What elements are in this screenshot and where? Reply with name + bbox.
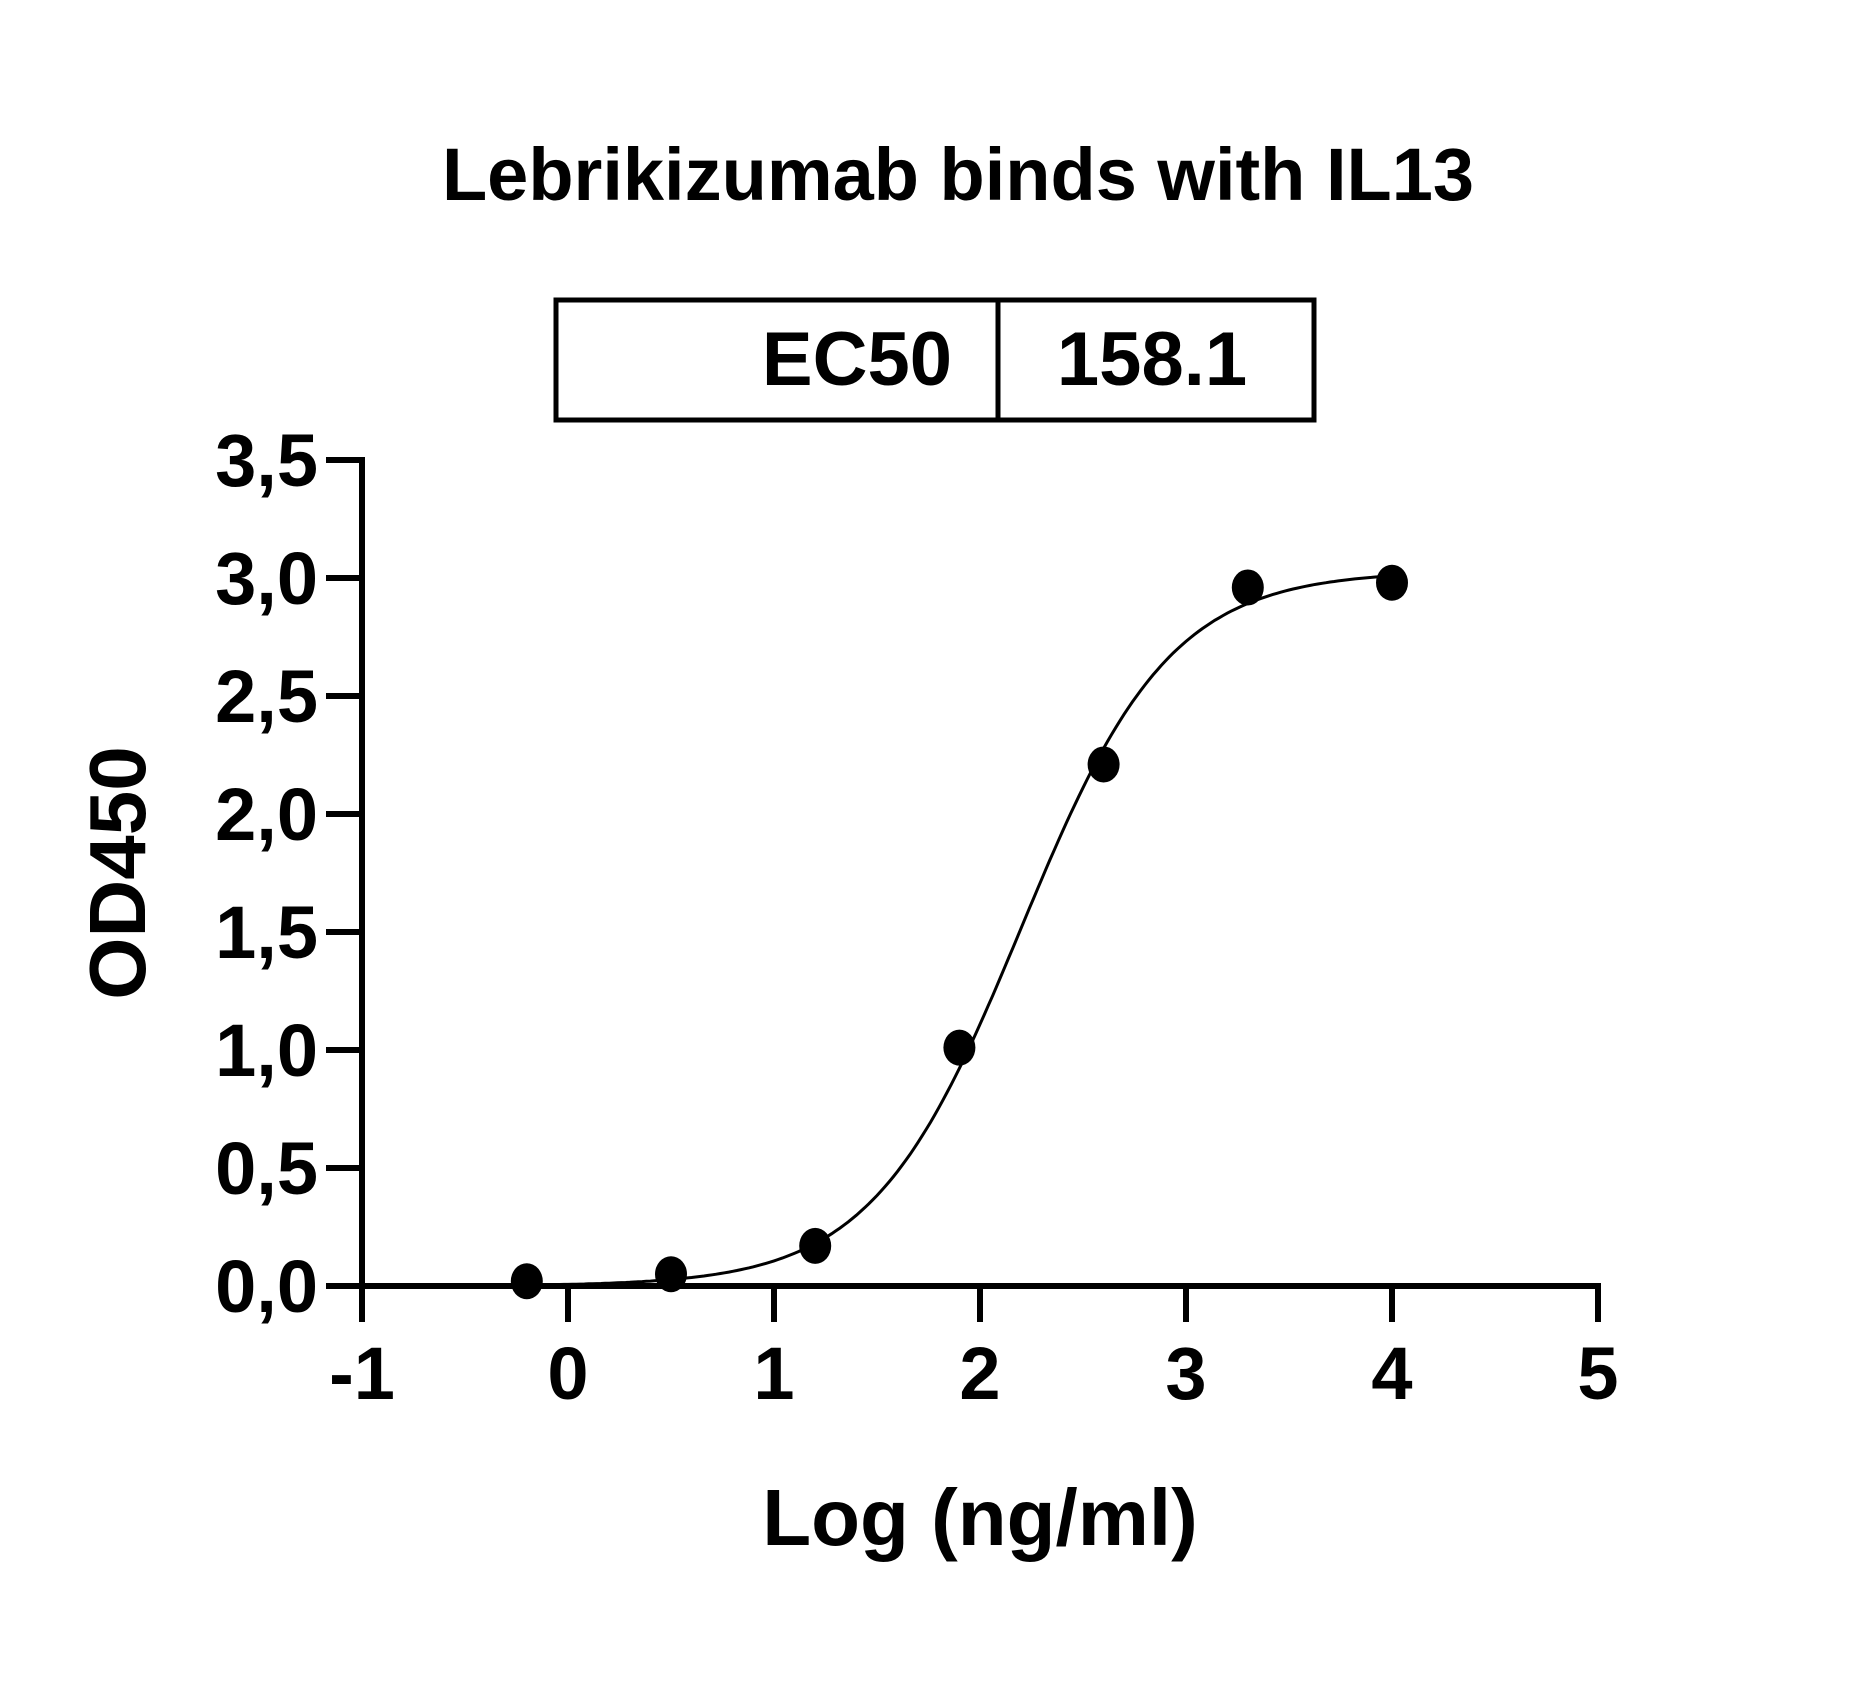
ec50-table: EC50 158.1 — [553, 297, 1317, 423]
chart-title: Lebrikizumab binds with IL13 — [442, 133, 1474, 216]
y-tick-label: 1,5 — [215, 891, 318, 974]
ec50-label: EC50 — [762, 317, 952, 402]
y-tick-label: 1,0 — [215, 1009, 318, 1092]
fit-curve — [526, 574, 1393, 1287]
data-point — [510, 1263, 543, 1300]
data-point — [1087, 746, 1120, 783]
y-tick-label: 3,5 — [215, 419, 318, 502]
x-tick-label: 1 — [753, 1332, 794, 1415]
y-tick-label: 3,0 — [215, 537, 318, 620]
ec50-value: 158.1 — [1057, 317, 1247, 402]
x-tick-label: 4 — [1371, 1332, 1412, 1415]
data-point — [943, 1029, 976, 1066]
x-tick-label: 5 — [1577, 1332, 1618, 1415]
y-tick-label: 2,5 — [215, 655, 318, 738]
data-point — [655, 1256, 687, 1293]
data-point — [1231, 569, 1264, 606]
y-tick-label: 2,0 — [215, 773, 318, 856]
data-point — [799, 1227, 832, 1264]
y-tick-label: 0,5 — [215, 1127, 318, 1210]
x-axis-label: Log (ng/ml) — [762, 1473, 1197, 1562]
y-tick-label: 0,0 — [215, 1245, 318, 1328]
x-tick-label: 3 — [1165, 1332, 1206, 1415]
data-point — [1376, 564, 1408, 601]
x-tick-label: 0 — [547, 1332, 588, 1415]
x-tick-label: -1 — [329, 1332, 395, 1415]
y-axis-label: OD450 — [73, 746, 162, 999]
x-tick-label: 2 — [959, 1332, 1000, 1415]
